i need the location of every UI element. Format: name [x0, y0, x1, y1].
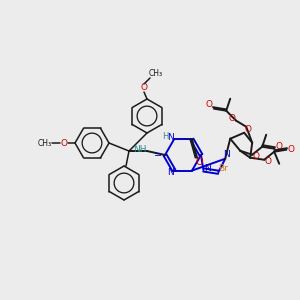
Text: N: N [167, 133, 173, 142]
Text: O: O [195, 158, 203, 167]
Text: O: O [140, 83, 148, 92]
Text: O: O [245, 125, 252, 134]
Text: O: O [206, 100, 213, 109]
Text: N: N [223, 150, 230, 159]
Text: O: O [61, 139, 68, 148]
Text: NH: NH [133, 145, 147, 154]
Text: =: = [154, 150, 162, 160]
Text: O: O [288, 145, 295, 154]
Text: O: O [276, 142, 283, 151]
Text: H: H [162, 132, 168, 141]
Text: N: N [204, 164, 211, 173]
Text: N: N [167, 168, 173, 177]
Text: Br: Br [218, 164, 228, 173]
Text: CH₃: CH₃ [38, 139, 52, 148]
Text: CH₃: CH₃ [149, 70, 163, 79]
Text: O: O [253, 152, 260, 161]
Text: O: O [229, 114, 236, 123]
Text: O: O [265, 157, 272, 166]
